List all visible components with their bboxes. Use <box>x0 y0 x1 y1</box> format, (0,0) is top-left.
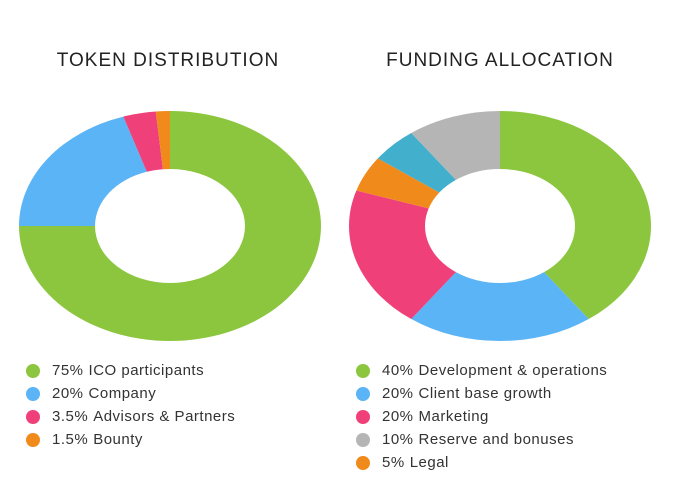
legend-value: 75% <box>52 362 84 379</box>
legend-entry: 75% ICO participants <box>52 362 204 379</box>
legend-value: 20% <box>52 385 84 402</box>
legend-swatch <box>356 364 370 378</box>
legend-swatch <box>26 364 40 378</box>
legend-swatch <box>356 456 370 470</box>
donut-slice <box>500 111 651 320</box>
chart-title: FUNDING ALLOCATION <box>386 50 614 71</box>
donut-slice <box>19 111 321 341</box>
legend-value: 20% <box>382 385 414 402</box>
legend-label: Legal <box>410 454 449 471</box>
donut-slice <box>19 116 147 226</box>
legend-label: Client base growth <box>419 385 552 402</box>
legend-swatch <box>356 410 370 424</box>
legend-label: Development & operations <box>419 362 608 379</box>
donut-slice <box>411 110 500 180</box>
donut-slice <box>155 111 170 170</box>
legend-label: Reserve and bonuses <box>419 431 574 448</box>
legend-entry: 5% Legal <box>382 454 449 471</box>
legend-swatch <box>26 387 40 401</box>
legend-value: 5% <box>382 454 405 471</box>
legend-entry: 3.5% Advisors & Partners <box>52 408 235 425</box>
legend-label: Bounty <box>93 431 143 448</box>
legend-entry: 10% Reserve and bonuses <box>382 431 574 448</box>
legend-swatch <box>356 387 370 401</box>
legend-value: 20% <box>382 408 414 425</box>
legend-entry: 40% Development & operations <box>382 362 607 379</box>
legend-value: 10% <box>382 431 414 448</box>
donut-slice <box>377 132 456 193</box>
legend-value: 40% <box>382 362 414 379</box>
legend-value: 1.5% <box>52 431 88 448</box>
legend-entry: 20% Company <box>52 385 156 402</box>
legend-label: Marketing <box>419 408 489 425</box>
legend-value: 3.5% <box>52 408 88 425</box>
legend-swatch <box>26 410 40 424</box>
donut-slice <box>123 111 163 172</box>
legend-label: ICO participants <box>89 362 205 379</box>
chart-title: TOKEN DISTRIBUTION <box>57 50 279 71</box>
legend-entry: 1.5% Bounty <box>52 431 143 448</box>
donut-slice <box>356 158 440 209</box>
donut-slice <box>411 272 589 342</box>
legend-label: Company <box>89 385 157 402</box>
legend-label: Advisors & Partners <box>93 408 235 425</box>
donut-slice <box>348 190 456 320</box>
legend-entry: 20% Marketing <box>382 408 489 425</box>
legend-entry: 20% Client base growth <box>382 385 552 402</box>
legend-swatch <box>26 433 40 447</box>
legend-swatch <box>356 433 370 447</box>
